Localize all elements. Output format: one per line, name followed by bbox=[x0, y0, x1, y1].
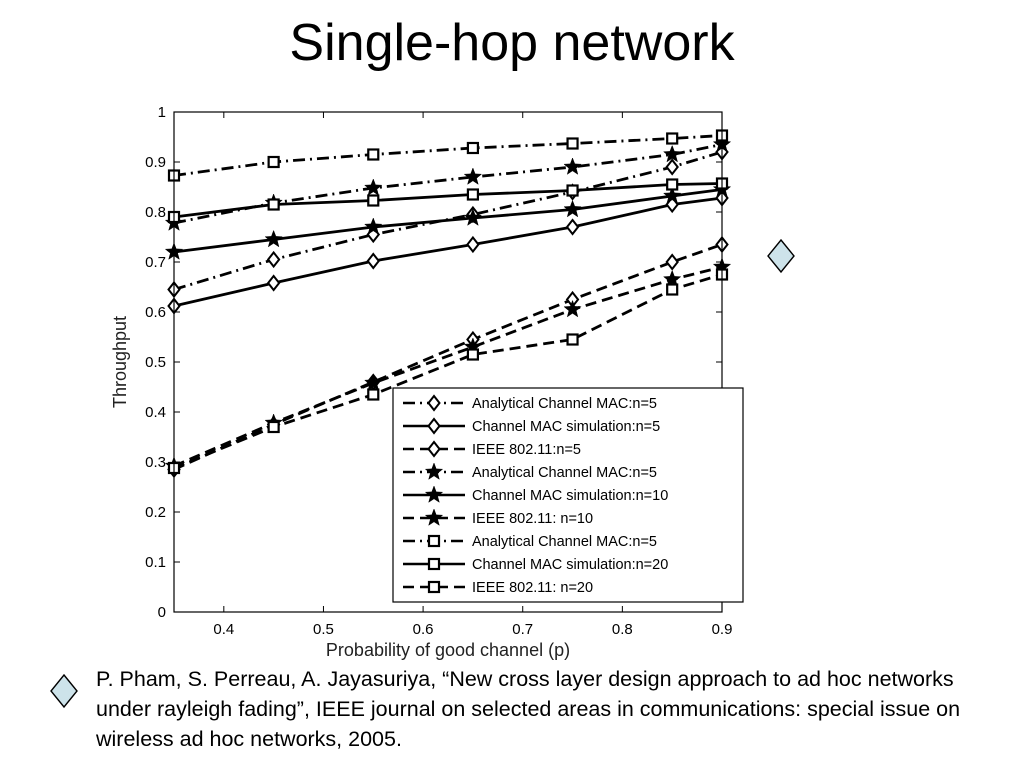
legend-entry: Analytical Channel MAC:n=5 bbox=[403, 534, 657, 550]
data-point bbox=[565, 218, 580, 236]
y-tick-label: 0.3 bbox=[145, 454, 166, 471]
data-point bbox=[662, 144, 682, 163]
legend-label: Analytical Channel MAC:n=5 bbox=[472, 396, 657, 412]
legend-marker bbox=[427, 534, 441, 548]
citation-text: P. Pham, S. Perreau, A. Jayasuriya, “New… bbox=[96, 667, 961, 751]
diamond-bullet-icon bbox=[50, 673, 78, 709]
data-point bbox=[563, 157, 582, 175]
y-tick-label: 0.6 bbox=[145, 304, 166, 321]
x-tick-label: 0.5 bbox=[313, 621, 334, 638]
data-point bbox=[566, 184, 579, 197]
legend-marker bbox=[427, 440, 441, 458]
y-tick-label: 0.1 bbox=[145, 554, 166, 571]
data-point bbox=[466, 141, 480, 155]
legend-marker bbox=[427, 580, 441, 594]
legend-label: Channel MAC simulation:n=10 bbox=[472, 488, 668, 504]
y-tick-label: 0.7 bbox=[145, 254, 166, 271]
data-point bbox=[266, 274, 281, 292]
slide-bullet-citation bbox=[50, 673, 78, 709]
data-point bbox=[267, 198, 280, 211]
y-tick-label: 0.9 bbox=[145, 154, 166, 171]
data-point bbox=[367, 388, 380, 401]
plot-area bbox=[164, 112, 732, 612]
slide-bullet-top bbox=[767, 238, 795, 274]
y-tick-label: 0 bbox=[158, 604, 166, 621]
data-point bbox=[367, 148, 380, 161]
x-tick-label: 0.9 bbox=[712, 621, 733, 638]
legend-label: Channel MAC simulation:n=20 bbox=[472, 557, 668, 573]
legend-entry: Channel MAC simulation:n=5 bbox=[403, 417, 660, 435]
legend-label: IEEE 802.11: n=10 bbox=[472, 511, 593, 527]
legend-label: Analytical Channel MAC:n=5 bbox=[472, 534, 657, 550]
legend-marker bbox=[424, 508, 444, 526]
data-point bbox=[364, 217, 383, 235]
y-tick-label: 0.8 bbox=[145, 204, 166, 221]
legend-marker bbox=[424, 462, 444, 480]
y-tick-label: 0.4 bbox=[145, 404, 166, 421]
data-point bbox=[367, 194, 380, 207]
y-tick-label: 0.2 bbox=[145, 504, 166, 521]
data-point bbox=[364, 178, 383, 196]
legend-entry: Channel MAC simulation:n=20 bbox=[403, 557, 668, 573]
data-point bbox=[666, 132, 679, 145]
legend-entry: IEEE 802.11:n=5 bbox=[403, 440, 581, 458]
legend-label: Channel MAC simulation:n=5 bbox=[472, 419, 660, 435]
data-point bbox=[366, 252, 381, 270]
x-tick-label: 0.7 bbox=[512, 621, 533, 638]
data-point bbox=[662, 186, 682, 204]
data-point bbox=[466, 235, 480, 254]
x-tick-label: 0.8 bbox=[612, 621, 633, 638]
legend-marker bbox=[427, 557, 441, 571]
data-point bbox=[264, 229, 283, 248]
data-point bbox=[266, 250, 281, 269]
y-axis-label: Throughput bbox=[110, 316, 130, 408]
data-point bbox=[662, 269, 682, 288]
legend-marker bbox=[427, 417, 441, 435]
axes: 0 0.1 0.2 0.3 0.4 0.5 0.6 0.7 0.8 0.9 1 0.4 0.5 0.6 0.… bbox=[110, 104, 732, 660]
x-tick-label: 0.6 bbox=[413, 621, 434, 638]
data-point bbox=[364, 373, 383, 391]
data-point bbox=[566, 137, 579, 150]
slide-title: Single-hop network bbox=[289, 14, 735, 72]
legend-marker bbox=[424, 485, 444, 503]
data-point bbox=[463, 208, 483, 226]
data-point bbox=[566, 333, 579, 346]
data-point bbox=[665, 158, 679, 176]
legend-entry: Analytical Channel MAC:n=5 bbox=[403, 394, 657, 412]
data-point bbox=[666, 178, 679, 191]
legend-entry: IEEE 802.11: n=20 bbox=[403, 580, 593, 596]
data-point bbox=[463, 167, 483, 185]
legend-label: IEEE 802.11: n=20 bbox=[472, 580, 593, 596]
diamond-bullet-icon bbox=[767, 238, 795, 274]
data-point bbox=[563, 299, 582, 318]
x-tick-label: 0.4 bbox=[213, 621, 234, 638]
legend: Analytical Channel MAC:n=5 Channel MAC si… bbox=[392, 387, 744, 603]
data-point bbox=[267, 155, 280, 169]
data-point bbox=[466, 348, 480, 361]
y-tick-label: 1 bbox=[158, 104, 166, 121]
legend-entry: Channel MAC simulation:n=10 bbox=[403, 485, 668, 504]
data-point bbox=[666, 283, 679, 296]
legend-label: IEEE 802.11:n=5 bbox=[472, 442, 581, 458]
y-tick-label: 0.5 bbox=[145, 354, 166, 371]
legend-label: Analytical Channel MAC:n=5 bbox=[472, 465, 657, 481]
legend-entry: IEEE 802.11: n=10 bbox=[403, 508, 593, 527]
data-point bbox=[665, 253, 679, 271]
legend-entry: Analytical Channel MAC:n=5 bbox=[403, 462, 657, 481]
legend-marker bbox=[427, 394, 441, 412]
x-axis-label: Probability of good channel (p) bbox=[326, 640, 570, 660]
data-point bbox=[267, 420, 280, 434]
data-point bbox=[563, 199, 582, 218]
data-point bbox=[466, 188, 480, 201]
